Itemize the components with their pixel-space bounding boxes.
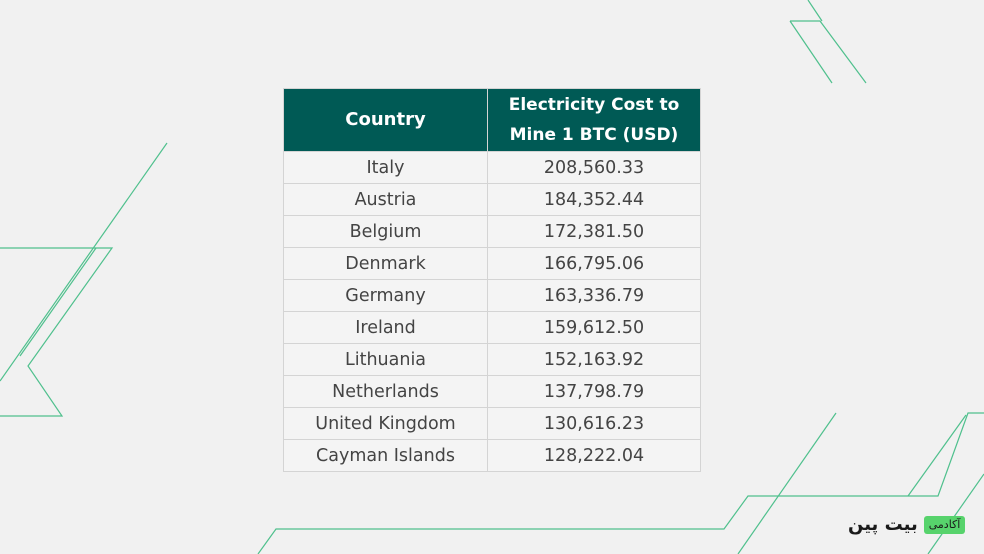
- deco-line-bottom: [257, 412, 984, 554]
- country-cell: Austria: [283, 183, 488, 216]
- brand-badge: آکادمی: [923, 516, 966, 534]
- deco-line-top-right-2: [789, 20, 833, 84]
- cost-cell: 128,222.04: [487, 439, 701, 472]
- deco-line-top-right: [790, 20, 867, 84]
- brand-logo: آکادمی بیت پین: [848, 514, 966, 536]
- table-header-row: Country Electricity Cost to Mine 1 BTC (…: [283, 88, 701, 152]
- deco-line-left-2: [0, 142, 168, 382]
- deco-line-top-right-3: [807, 0, 823, 22]
- table-row: Denmark 166,795.06: [283, 247, 701, 280]
- header-country: Country: [283, 88, 488, 152]
- cost-cell: 172,381.50: [487, 215, 701, 248]
- deco-line-bottom-2: [737, 412, 837, 554]
- deco-line-bottom-3: [907, 414, 967, 497]
- cost-cell: 163,336.79: [487, 279, 701, 312]
- table-row: Cayman Islands 128,222.04: [283, 439, 701, 472]
- cost-cell: 166,795.06: [487, 247, 701, 280]
- electricity-cost-table: Country Electricity Cost to Mine 1 BTC (…: [283, 88, 701, 472]
- table-row: United Kingdom 130,616.23: [283, 407, 701, 440]
- table-row: Netherlands 137,798.79: [283, 375, 701, 408]
- country-cell: United Kingdom: [283, 407, 488, 440]
- cost-cell: 184,352.44: [487, 183, 701, 216]
- country-cell: Belgium: [283, 215, 488, 248]
- table-row: Germany 163,336.79: [283, 279, 701, 312]
- table-row: Ireland 159,612.50: [283, 311, 701, 344]
- brand-name: بیت پین: [848, 514, 918, 535]
- table-row: Belgium 172,381.50: [283, 215, 701, 248]
- cost-cell: 137,798.79: [487, 375, 701, 408]
- cost-cell: 208,560.33: [487, 151, 701, 184]
- country-cell: Netherlands: [283, 375, 488, 408]
- deco-line-bottom-4: [927, 473, 984, 554]
- deco-line-left: [0, 247, 114, 417]
- electricity-cost-table-container: Country Electricity Cost to Mine 1 BTC (…: [283, 88, 701, 472]
- table-row: Lithuania 152,163.92: [283, 343, 701, 376]
- table-row: Italy 208,560.33: [283, 151, 701, 184]
- country-cell: Denmark: [283, 247, 488, 280]
- cost-cell: 152,163.92: [487, 343, 701, 376]
- country-cell: Ireland: [283, 311, 488, 344]
- country-cell: Germany: [283, 279, 488, 312]
- cost-cell: 159,612.50: [487, 311, 701, 344]
- deco-line-left-3: [19, 247, 97, 357]
- header-electricity-cost: Electricity Cost to Mine 1 BTC (USD): [487, 88, 701, 152]
- country-cell: Italy: [283, 151, 488, 184]
- country-cell: Lithuania: [283, 343, 488, 376]
- table-row: Austria 184,352.44: [283, 183, 701, 216]
- country-cell: Cayman Islands: [283, 439, 488, 472]
- cost-cell: 130,616.23: [487, 407, 701, 440]
